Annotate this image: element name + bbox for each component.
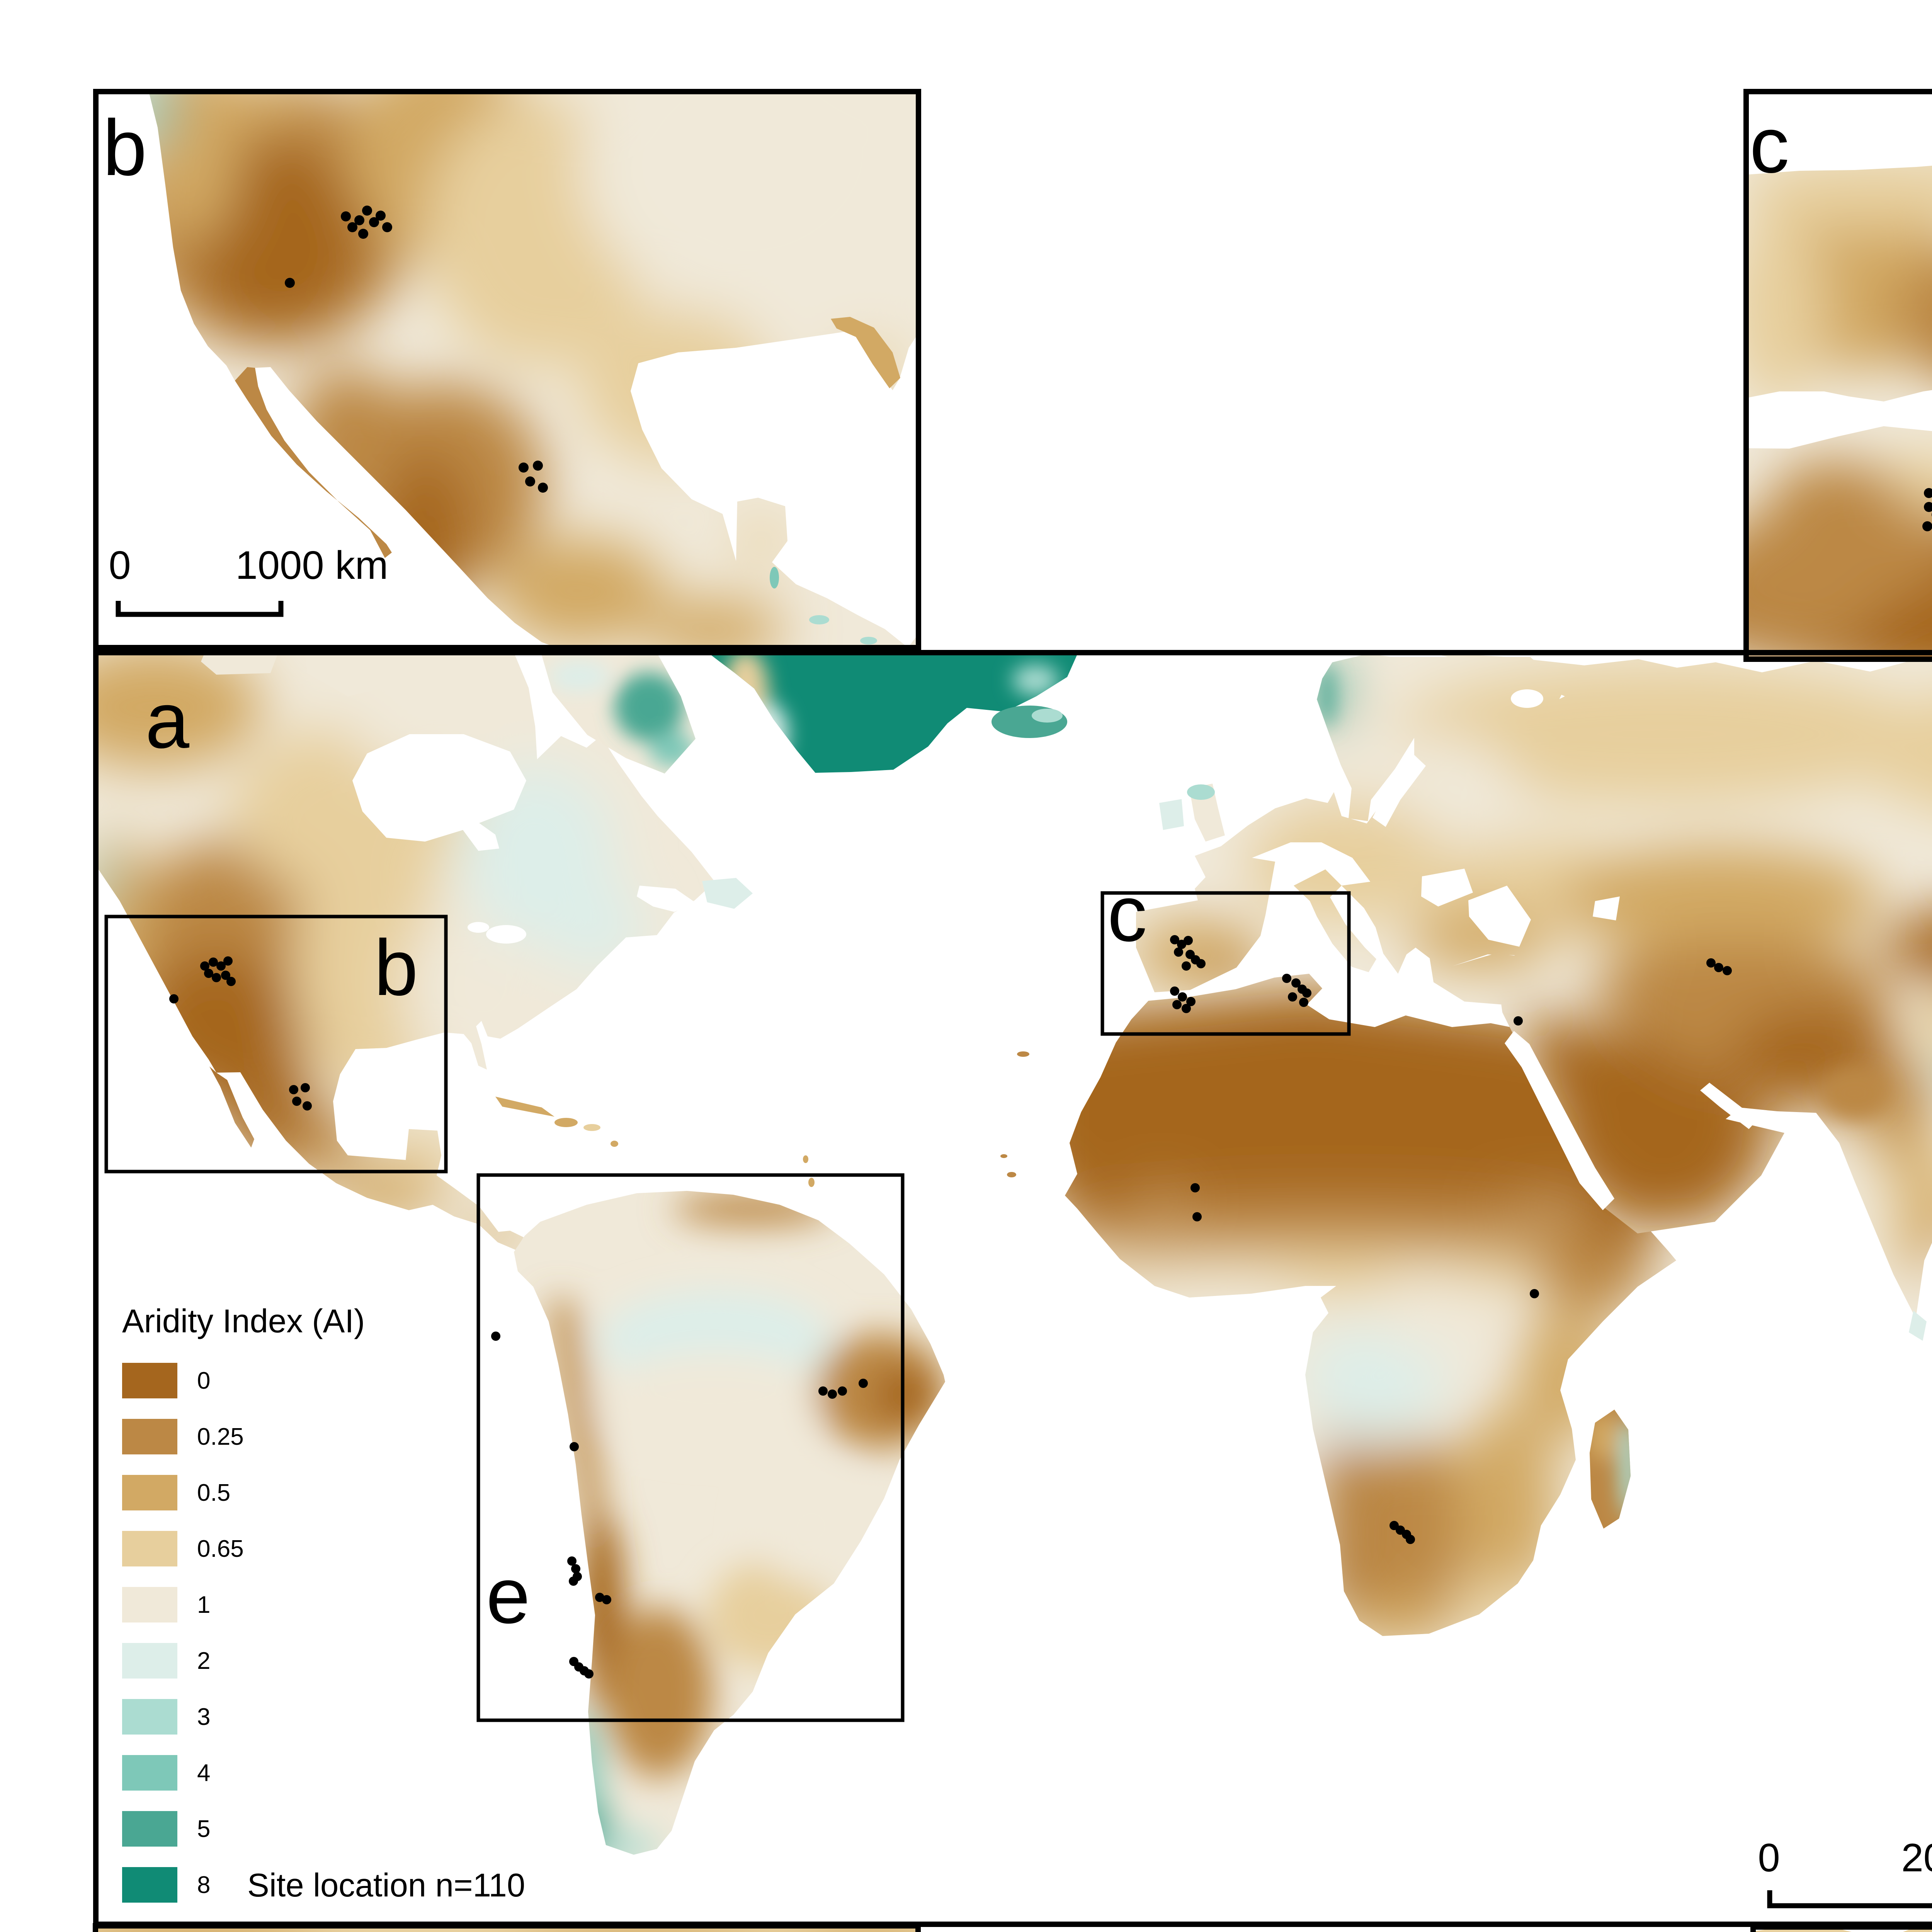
- svg-text:c: c: [1107, 869, 1147, 958]
- svg-text:2000 km: 2000 km: [1901, 1835, 1932, 1880]
- svg-text:Aridity Index (AI): Aridity Index (AI): [122, 1303, 365, 1340]
- svg-text:0.25: 0.25: [197, 1423, 244, 1450]
- svg-text:0: 0: [1758, 1835, 1780, 1880]
- svg-text:1: 1: [197, 1592, 210, 1618]
- svg-text:c: c: [1750, 101, 1789, 189]
- svg-text:3: 3: [197, 1704, 210, 1730]
- svg-text:1000 km: 1000 km: [235, 543, 388, 587]
- svg-text:0: 0: [109, 543, 131, 587]
- svg-text:a: a: [145, 676, 190, 765]
- svg-text:2: 2: [197, 1648, 210, 1674]
- svg-text:0.65: 0.65: [197, 1536, 244, 1562]
- svg-text:8: 8: [197, 1872, 210, 1898]
- svg-text:0.5: 0.5: [197, 1480, 230, 1506]
- svg-text:5: 5: [197, 1816, 210, 1842]
- svg-text:e: e: [486, 1551, 530, 1640]
- svg-text:b: b: [374, 923, 418, 1012]
- svg-text:4: 4: [197, 1760, 210, 1786]
- svg-text:0: 0: [197, 1367, 210, 1394]
- svg-text:Site location n=110: Site location n=110: [247, 1867, 525, 1904]
- svg-text:b: b: [103, 104, 147, 192]
